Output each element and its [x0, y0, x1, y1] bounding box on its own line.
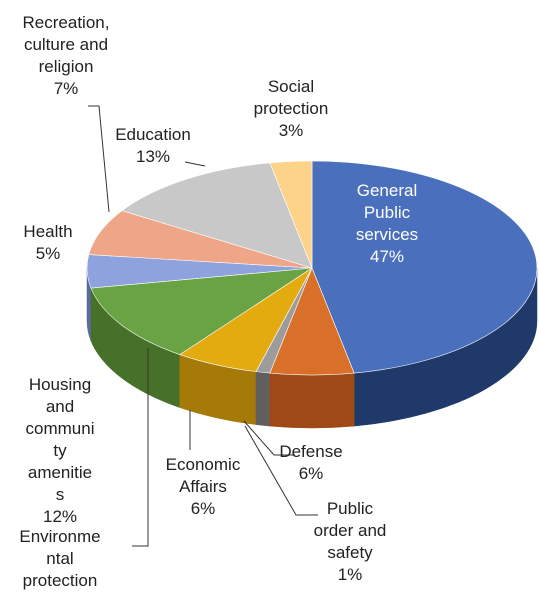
data-label-line: Education — [115, 125, 191, 144]
pie-side-defense — [269, 372, 355, 429]
data-label-line: communi — [26, 419, 95, 438]
data-label-line: services — [356, 225, 418, 244]
pie-slice-housing-and-community-amenities — [90, 267, 313, 355]
data-label-line: 13% — [136, 147, 170, 166]
data-label-line: Health — [23, 222, 72, 241]
data-label-line: General — [357, 181, 417, 200]
data-label-environmental-protection: Environme ntal protection — [19, 527, 100, 590]
data-label-line: Public — [364, 203, 411, 222]
data-label-health: Health 5% — [23, 222, 72, 263]
data-label-line: 1% — [338, 565, 363, 584]
data-label-line: culture and — [24, 35, 108, 54]
data-label-line: order and — [314, 521, 387, 540]
pie-slice-education — [121, 162, 313, 269]
data-label-line: 6% — [191, 499, 216, 518]
data-label-public-order-and-safety: Public order and safety 1% — [314, 499, 387, 584]
data-label-line: amenitie — [28, 463, 92, 482]
data-label-line: protection — [23, 571, 98, 590]
leader-line-recreation-culture-and-religion — [88, 105, 110, 213]
data-label-line: Economic — [166, 455, 241, 474]
data-label-line: Public — [327, 499, 374, 518]
data-label-line: Social — [268, 77, 314, 96]
data-label-line: and — [46, 397, 74, 416]
leader-line-education — [184, 161, 206, 167]
data-label-line: religion — [39, 57, 94, 76]
pie-slice-social-protection — [269, 160, 313, 269]
data-label-line: Recreation, — [23, 13, 110, 32]
data-label-line: Environme — [19, 527, 100, 546]
data-label-line: 6% — [299, 464, 324, 483]
data-label-line: 7% — [54, 79, 79, 98]
data-label-line: 12% — [43, 507, 77, 526]
data-label-line: 3% — [279, 121, 304, 140]
leader-line-environmental-protection — [132, 348, 149, 547]
data-label-education: Education 13% — [115, 125, 191, 166]
data-label-line: Housing — [29, 375, 91, 394]
data-label-line: Affairs — [179, 477, 227, 496]
pie-slice-general-public-services — [311, 160, 538, 374]
data-label-line: 47% — [370, 247, 404, 266]
pie-side-walls — [86, 267, 538, 429]
data-label-line: ntal — [46, 549, 73, 568]
data-label-line: protection — [254, 99, 329, 118]
leader-line-public-order-and-safety — [244, 425, 318, 516]
pie-top-slices — [86, 160, 538, 376]
data-label-recreation-culture-and-religion: Recreation, culture and religion 7% — [23, 13, 110, 98]
leader-line-defense — [243, 420, 295, 456]
data-label-line: Defense — [279, 442, 342, 461]
data-label-line: ty — [53, 441, 67, 460]
data-label-housing-and-community-amenities: Housing and communi ty amenitie s 12% — [26, 375, 95, 526]
data-label-line: safety — [327, 543, 373, 562]
data-label-defense: Defense 6% — [279, 442, 342, 483]
data-label-line: s — [56, 485, 65, 504]
leader-lines — [88, 105, 318, 547]
data-label-line: 5% — [36, 244, 61, 263]
data-label-economic-affairs: Economic Affairs 6% — [166, 455, 241, 518]
data-label-social-protection: Social protection 3% — [254, 77, 329, 140]
data-labels: General Public services 47%Defense 6%Public o… — [19, 13, 418, 590]
data-label-general-public-services: General Public services 47% — [356, 181, 418, 266]
pie-side-public-order-and-safety — [255, 371, 271, 427]
